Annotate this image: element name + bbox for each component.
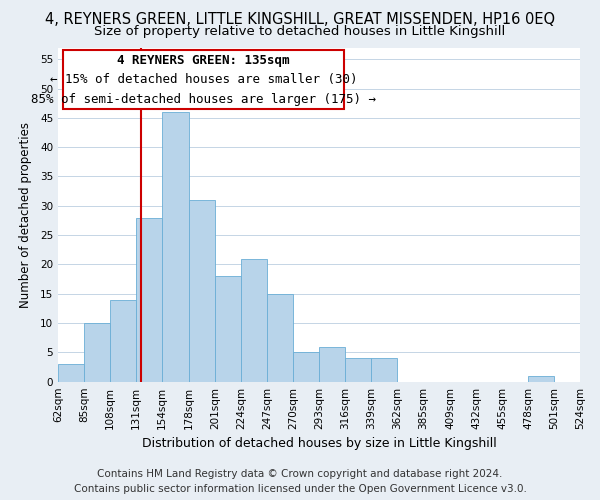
Bar bbox=[580, 376, 600, 382]
Bar bbox=[189, 200, 215, 382]
Bar bbox=[319, 346, 345, 382]
Bar bbox=[267, 294, 293, 382]
Bar bbox=[345, 358, 371, 382]
Bar bbox=[371, 358, 397, 382]
Text: 4, REYNERS GREEN, LITTLE KINGSHILL, GREAT MISSENDEN, HP16 0EQ: 4, REYNERS GREEN, LITTLE KINGSHILL, GREA… bbox=[45, 12, 555, 28]
Bar bbox=[84, 323, 110, 382]
Bar bbox=[215, 276, 241, 382]
Bar bbox=[241, 258, 267, 382]
Text: 4 REYNERS GREEN: 135sqm: 4 REYNERS GREEN: 135sqm bbox=[117, 54, 290, 66]
Bar bbox=[58, 364, 84, 382]
Bar bbox=[162, 112, 189, 382]
Text: ← 15% of detached houses are smaller (30): ← 15% of detached houses are smaller (30… bbox=[50, 73, 357, 86]
Bar bbox=[136, 218, 162, 382]
X-axis label: Distribution of detached houses by size in Little Kingshill: Distribution of detached houses by size … bbox=[142, 437, 496, 450]
Y-axis label: Number of detached properties: Number of detached properties bbox=[19, 122, 32, 308]
Text: 85% of semi-detached houses are larger (175) →: 85% of semi-detached houses are larger (… bbox=[31, 93, 376, 106]
Bar bbox=[293, 352, 319, 382]
FancyBboxPatch shape bbox=[62, 50, 344, 109]
Text: Contains HM Land Registry data © Crown copyright and database right 2024.
Contai: Contains HM Land Registry data © Crown c… bbox=[74, 469, 526, 494]
Bar bbox=[110, 300, 136, 382]
Bar bbox=[528, 376, 554, 382]
Text: Size of property relative to detached houses in Little Kingshill: Size of property relative to detached ho… bbox=[94, 24, 506, 38]
